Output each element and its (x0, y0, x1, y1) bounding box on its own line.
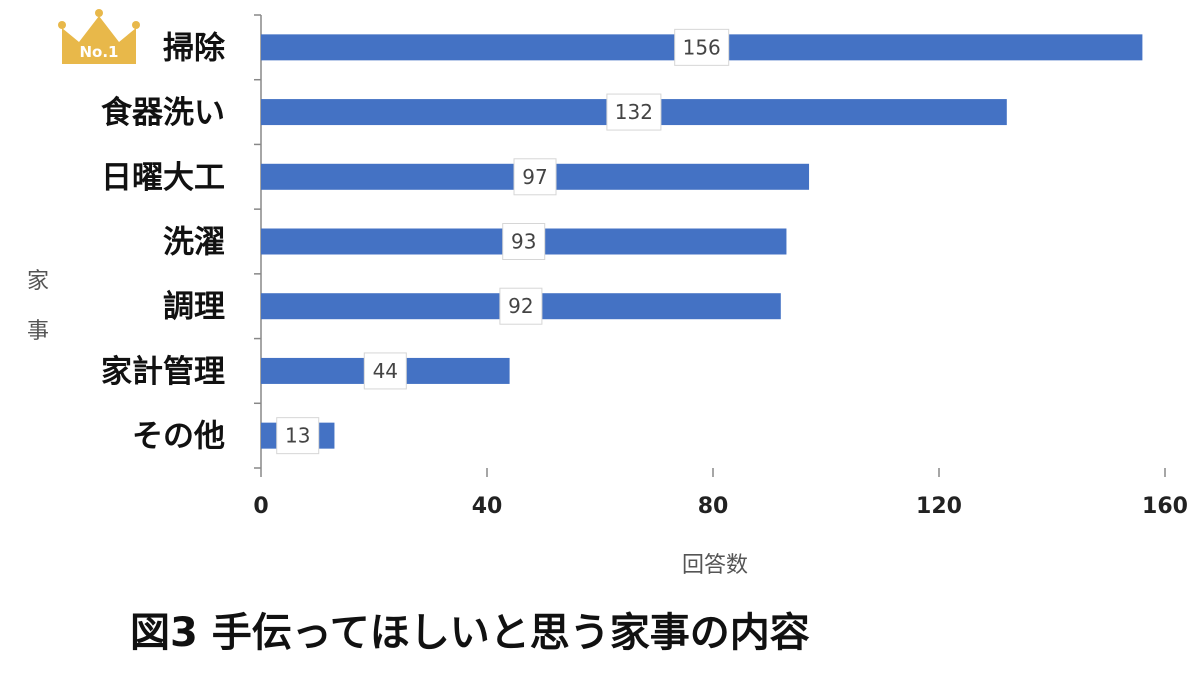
data-label: 97 (522, 165, 547, 189)
x-tick-label: 120 (916, 494, 962, 519)
y-axis-title-char-1: 家 (27, 269, 49, 294)
badge-label: No.1 (80, 43, 119, 61)
data-label: 92 (508, 294, 533, 318)
figure-title: 図3 手伝ってほしいと思う家事の内容 (130, 610, 810, 656)
data-label: 132 (615, 100, 653, 124)
category-label: 掃除 (163, 30, 226, 66)
y-axis-title-char-2: 事 (27, 319, 49, 344)
data-label: 93 (511, 230, 536, 254)
data-label-box (499, 287, 543, 325)
x-tick-label: 80 (698, 494, 729, 519)
category-label: 食器洗い (101, 95, 225, 131)
x-axis-title: 回答数 (682, 553, 748, 578)
data-label: 44 (373, 359, 398, 383)
crown-icon: No.1 (58, 9, 140, 64)
category-label: 家計管理 (101, 354, 225, 390)
data-label-box (363, 352, 407, 390)
data-label: 13 (285, 424, 310, 448)
category-label: 洗濯 (163, 225, 225, 261)
data-label-box (276, 417, 320, 455)
data-label: 156 (683, 35, 721, 59)
category-label: 調理 (163, 289, 225, 325)
x-tick-label: 0 (253, 494, 268, 519)
data-label-box (674, 28, 730, 66)
category-label: その他 (132, 419, 225, 455)
bar-chart: No.1 家 事 回答数 0 40 80 120 160 掃除 156 食器洗い 132 日曜大工… (27, 9, 1188, 578)
category-label: 日曜大工 (101, 160, 225, 196)
x-tick-label: 40 (472, 494, 503, 519)
data-label-box (606, 93, 662, 131)
data-label-box (513, 158, 557, 196)
x-tick-label: 160 (1142, 494, 1188, 519)
data-label-box (502, 223, 546, 260)
